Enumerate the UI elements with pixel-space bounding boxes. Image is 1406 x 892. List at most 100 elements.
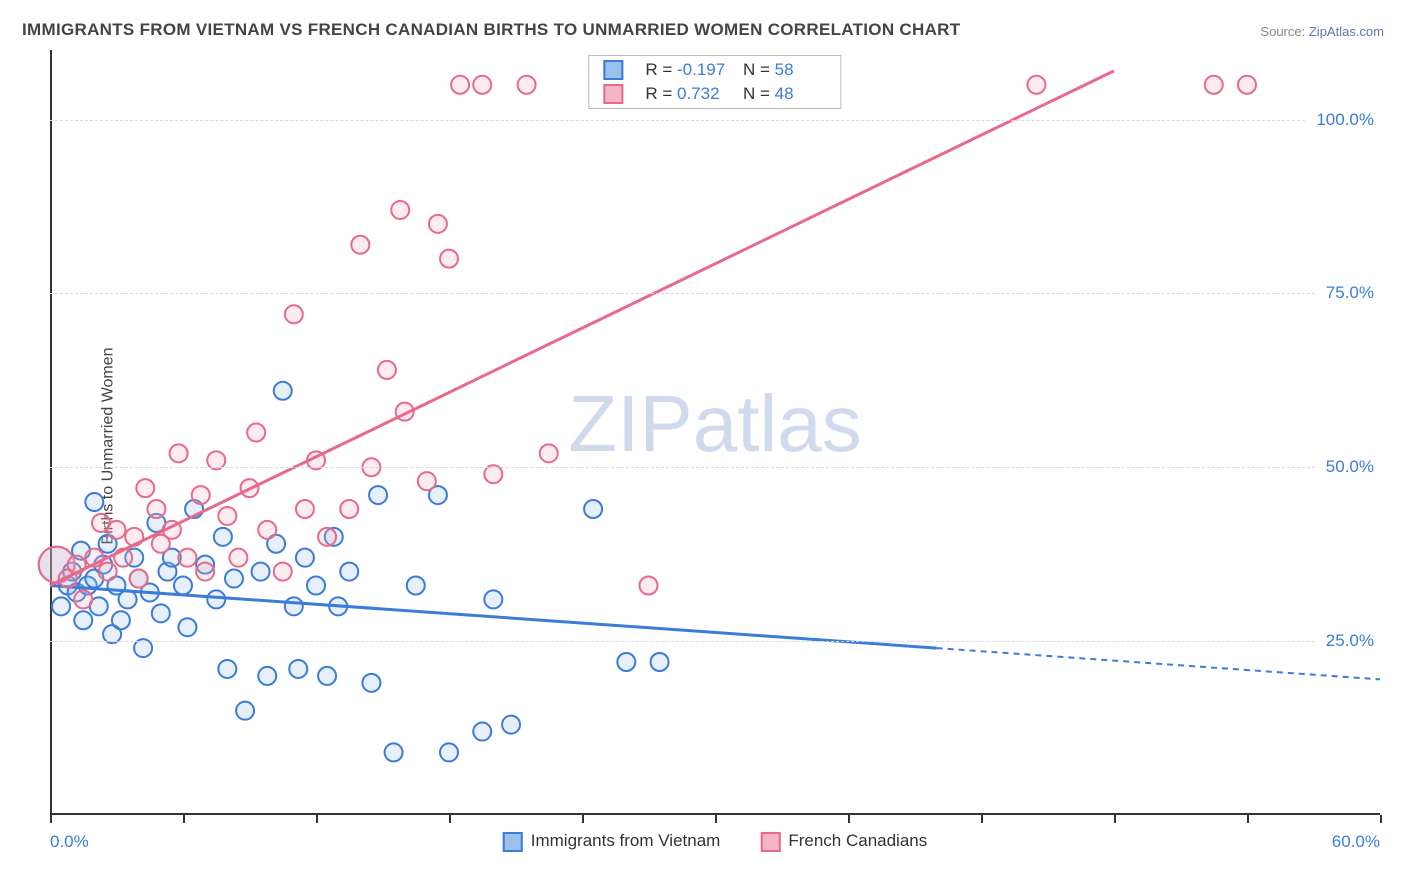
trend-line: [50, 71, 1114, 586]
data-point: [274, 382, 292, 400]
data-point: [258, 521, 276, 539]
x-tick-mark: [848, 815, 850, 823]
data-point: [391, 201, 409, 219]
data-point: [318, 667, 336, 685]
data-point: [196, 563, 214, 581]
data-point: [99, 563, 117, 581]
data-point: [174, 577, 192, 595]
data-point: [584, 500, 602, 518]
data-point: [207, 590, 225, 608]
data-point: [1205, 76, 1223, 94]
data-point: [112, 611, 130, 629]
data-point: [296, 500, 314, 518]
data-point: [218, 507, 236, 525]
legend-label-0: Immigrants from Vietnam: [531, 831, 721, 850]
data-point: [340, 500, 358, 518]
data-point: [252, 563, 270, 581]
x-tick-mark: [449, 815, 451, 823]
gridline-h: [50, 467, 1380, 468]
stats-row-1: R = 0.732 N = 48: [589, 82, 840, 106]
data-point: [285, 305, 303, 323]
data-point: [318, 528, 336, 546]
data-point: [119, 590, 137, 608]
x-tick-label: 0.0%: [50, 832, 89, 852]
data-point: [192, 486, 210, 504]
gridline-h: [50, 120, 1380, 121]
r-value-0: -0.197: [677, 60, 729, 80]
data-point: [362, 674, 380, 692]
data-point: [502, 716, 520, 734]
y-tick-label: 25.0%: [1316, 629, 1384, 653]
data-point: [108, 521, 126, 539]
data-point: [540, 444, 558, 462]
data-point: [418, 472, 436, 490]
swatch-pink: [603, 84, 623, 104]
gridline-h: [50, 293, 1380, 294]
data-point: [473, 76, 491, 94]
data-point: [85, 493, 103, 511]
series-legend: Immigrants from Vietnam French Canadians: [483, 831, 948, 852]
swatch-blue: [603, 60, 623, 80]
data-point: [236, 702, 254, 720]
data-point: [378, 361, 396, 379]
x-tick-mark: [981, 815, 983, 823]
data-point: [1027, 76, 1045, 94]
data-point: [518, 76, 536, 94]
r-value-1: 0.732: [677, 84, 729, 104]
data-point: [451, 76, 469, 94]
data-point: [218, 660, 236, 678]
x-tick-label: 60.0%: [1332, 832, 1380, 852]
x-tick-mark: [1114, 815, 1116, 823]
data-point: [640, 577, 658, 595]
chart-title: IMMIGRANTS FROM VIETNAM VS FRENCH CANADI…: [22, 20, 960, 40]
gridline-h: [50, 641, 1380, 642]
data-point: [247, 424, 265, 442]
data-point: [440, 250, 458, 268]
stats-legend: R = -0.197 N = 58 R = 0.732 N = 48: [588, 55, 841, 109]
data-point: [429, 215, 447, 233]
data-point: [147, 500, 165, 518]
plot-area: ZIPatlas R = -0.197 N = 58 R = 0.732 N =…: [50, 50, 1380, 830]
x-tick-mark: [50, 815, 52, 823]
data-point: [473, 723, 491, 741]
data-point: [407, 577, 425, 595]
data-point: [369, 486, 387, 504]
x-tick-mark: [183, 815, 185, 823]
data-point: [1238, 76, 1256, 94]
data-point: [651, 653, 669, 671]
n-value-1: 48: [775, 84, 827, 104]
legend-item-1: French Canadians: [760, 831, 927, 852]
legend-swatch-1: [760, 832, 780, 852]
data-point: [340, 563, 358, 581]
data-point: [289, 660, 307, 678]
data-point: [307, 577, 325, 595]
x-tick-mark: [582, 815, 584, 823]
data-point: [178, 618, 196, 636]
n-value-0: 58: [775, 60, 827, 80]
x-tick-mark: [1247, 815, 1249, 823]
data-point: [152, 604, 170, 622]
data-point: [229, 549, 247, 567]
data-point: [484, 590, 502, 608]
data-point: [285, 597, 303, 615]
x-tick-mark: [715, 815, 717, 823]
source-attribution: Source: ZipAtlas.com: [1260, 24, 1384, 39]
y-tick-label: 50.0%: [1316, 455, 1384, 479]
data-point: [296, 549, 314, 567]
x-tick-mark: [316, 815, 318, 823]
y-tick-label: 75.0%: [1316, 281, 1384, 305]
data-point: [130, 570, 148, 588]
legend-item-0: Immigrants from Vietnam: [503, 831, 721, 852]
data-point: [170, 444, 188, 462]
data-point: [274, 563, 292, 581]
data-point: [385, 743, 403, 761]
stats-row-0: R = -0.197 N = 58: [589, 58, 840, 82]
source-label: Source:: [1260, 24, 1305, 39]
data-point: [351, 236, 369, 254]
y-tick-label: 100.0%: [1306, 108, 1384, 132]
legend-label-1: French Canadians: [788, 831, 927, 850]
data-point: [178, 549, 196, 567]
trend-line-dashed: [937, 648, 1380, 679]
source-link[interactable]: ZipAtlas.com: [1309, 24, 1384, 39]
chart-svg: [50, 50, 1380, 830]
